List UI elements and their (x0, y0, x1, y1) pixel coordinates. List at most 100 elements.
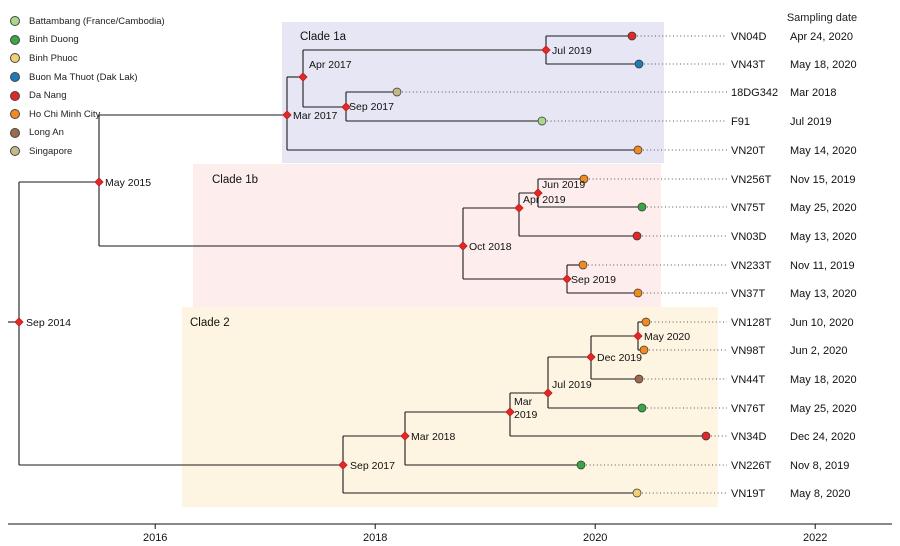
tip-dot-vn128t (641, 317, 651, 327)
node-date-label: Dec 2019 (597, 352, 642, 364)
node-date-label: May 2015 (105, 177, 151, 189)
clade-label-clade-2: Clade 2 (190, 317, 230, 329)
tip-dot-f91 (537, 116, 547, 126)
tip-date: Jun 10, 2020 (790, 317, 854, 329)
clade-label-clade-1b: Clade 1b (212, 174, 258, 186)
node-diamond (400, 431, 410, 441)
tip-markers (392, 31, 711, 498)
node-diamond (514, 203, 524, 213)
labels: Sep 2014 May 2015 Mar 2017 Apr 2017 Sep 2017… (26, 31, 857, 500)
tip-date: Apr 24, 2020 (790, 31, 853, 43)
node-date-label: Oct 2018 (469, 241, 512, 253)
node-date-label: Apr 2017 (309, 59, 352, 71)
tip-name-f91: F91 (731, 116, 750, 128)
tip-dot-vn37t (633, 288, 643, 298)
legend-swatch (10, 109, 20, 120)
tip-dot-vn256t (579, 174, 589, 184)
time-axis: 2016 2018 2020 2022 (8, 523, 892, 544)
clade-box-clade-1a (282, 22, 664, 163)
tip-dot-vn233t (578, 260, 588, 270)
tip-name-vn226t: VN226T (731, 460, 772, 472)
tip-name-vn44t: VN44T (731, 374, 766, 386)
tip-name-vn03d: VN03D (731, 231, 767, 243)
node-diamond (282, 110, 292, 120)
tip-name-vn76t: VN76T (731, 403, 766, 415)
axis-tick-label: 2020 (583, 532, 607, 544)
legend-label: Battambang (France/Cambodia) (29, 15, 165, 27)
tip-date: Jul 2019 (790, 116, 832, 128)
tip-dot-vn76t (637, 403, 647, 413)
tip-date: May 13, 2020 (790, 288, 857, 300)
tip-date: Nov 11, 2019 (790, 260, 855, 272)
sampling-date-header: Sampling date (787, 12, 857, 24)
tip-date: Dec 24, 2020 (790, 431, 855, 443)
tip-name-vn20t: VN20T (731, 145, 766, 157)
tip-dot-vn20t (633, 145, 643, 155)
node-diamond (541, 45, 551, 55)
tip-date: Mar 2018 (790, 87, 836, 99)
axis-tick-label: 2016 (143, 532, 167, 544)
node-date-label: Mar 2018 (411, 431, 456, 443)
node-date-label: Sep 2017 (349, 101, 394, 113)
node-diamond (14, 317, 24, 327)
legend-item-singapore: Singapore (10, 142, 165, 161)
legend-label: Long An (29, 127, 64, 139)
legend-label: Da Nang (29, 90, 67, 102)
tip-date: Jun 2, 2020 (790, 345, 848, 357)
node-date-label: Jul 2019 (552, 379, 592, 391)
legend-swatch (10, 16, 20, 27)
node-date-label: Sep 2017 (350, 460, 395, 472)
tip-name-vn98t: VN98T (731, 345, 766, 357)
legend-item-battambang-france-cambodia: Battambang (France/Cambodia) (10, 12, 165, 31)
tip-name-vn233t: VN233T (731, 260, 772, 272)
legend-item-da-nang: Da Nang (10, 86, 165, 105)
node-date-label: May 2020 (644, 331, 690, 343)
legend-swatch (10, 90, 20, 101)
legend-item-buon-ma-thuot-dak-lak: Buon Ma Thuot (Dak Lak) (10, 68, 165, 87)
tip-leader-lines (402, 35, 727, 494)
tip-date: May 18, 2020 (790, 374, 857, 386)
node-diamond (543, 388, 553, 398)
node-diamond (533, 188, 543, 198)
clade-label-clade-1a: Clade 1a (300, 31, 347, 43)
location-legend: Battambang (France/Cambodia) Binh Duong Bi… (10, 12, 165, 161)
tip-name-vn04d: VN04D (731, 31, 767, 43)
tip-name-vn37t: VN37T (731, 288, 766, 300)
legend-label: Binh Phuoc (29, 52, 78, 64)
node-diamond (341, 102, 351, 112)
node-diamond (505, 407, 515, 417)
node-markers (14, 45, 643, 470)
tip-date: May 14, 2020 (790, 145, 857, 157)
tip-dot-vn03d (632, 231, 642, 241)
tip-dot-vn34d (701, 431, 711, 441)
node-diamond (94, 177, 104, 187)
tip-date: May 18, 2020 (790, 59, 857, 71)
node-diamond (338, 460, 348, 470)
legend-swatch (10, 34, 20, 45)
tip-date: May 25, 2020 (790, 403, 857, 415)
tip-name-vn75t: VN75T (731, 202, 766, 214)
legend-label: Buon Ma Thuot (Dak Lak) (29, 71, 138, 83)
tip-name-18dg342: 18DG342 (731, 87, 778, 99)
node-date-label: Sep 2014 (26, 317, 71, 329)
node-date-label: Mar 2017 (293, 110, 338, 122)
node-date-label: Apr 2019 (523, 194, 566, 206)
tip-name-vn34d: VN34D (731, 431, 767, 443)
node-date-label: Mar 2019 (514, 396, 538, 421)
legend-label: Singapore (29, 145, 73, 157)
tip-dot-vn75t (637, 202, 647, 212)
node-date-label: Sep 2019 (571, 274, 616, 286)
tip-name-vn43t: VN43T (731, 59, 766, 71)
tip-date: Nov 8, 2019 (790, 460, 849, 472)
tip-dot-18dg342 (392, 87, 402, 97)
tip-name-vn128t: VN128T (731, 317, 772, 329)
axis-tick-label: 2022 (803, 532, 827, 544)
legend-item-long-an: Long An (10, 124, 165, 143)
axis-tick-label: 2018 (363, 532, 387, 544)
clade-box-clade-2 (182, 307, 718, 507)
node-date-label: Jul 2019 (552, 45, 592, 57)
legend-swatch (10, 72, 20, 83)
tip-date: Nov 15, 2019 (790, 174, 855, 186)
tip-dot-vn43t (634, 59, 644, 69)
